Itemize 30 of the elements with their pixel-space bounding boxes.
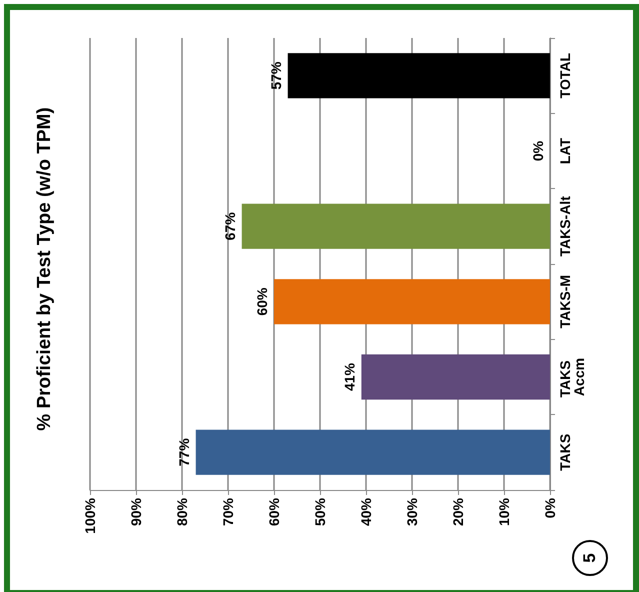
x-tick-label: 50% [312, 497, 328, 526]
x-tick-label: 40% [358, 497, 374, 526]
bar [288, 53, 550, 98]
y-tick-label: TAKS Accm [557, 356, 587, 398]
y-tick-label: TAKS-Alt [557, 196, 573, 257]
x-tick-label: 30% [404, 497, 420, 526]
y-tick-label: TAKS [557, 434, 573, 471]
data-label: 77% [176, 438, 192, 466]
x-tick-label: 90% [128, 497, 144, 526]
data-label: 0% [530, 140, 546, 162]
data-label: 41% [341, 362, 358, 392]
data-label: 60% [254, 287, 270, 316]
bar [361, 354, 550, 400]
text: 5 [572, 540, 608, 576]
x-tick-label: 80% [174, 497, 190, 526]
y-tick-label: TAKS-M [557, 274, 573, 328]
x-tick-label: 10% [496, 497, 512, 526]
bar [242, 204, 550, 249]
y-tick-label: LAT [557, 137, 573, 164]
x-tick-label: 20% [450, 497, 466, 526]
bar [274, 279, 550, 324]
x-tick-label: 100% [82, 497, 98, 534]
x-tick-label: 70% [220, 497, 236, 526]
x-tick-label: 60% [266, 497, 282, 526]
text: % Proficient by Test Type (w/o TPM) [34, 106, 56, 433]
data-label: 67% [222, 212, 238, 240]
y-tick-label: TOTAL [557, 52, 573, 98]
x-tick-label: 0% [542, 497, 558, 518]
bar [196, 430, 550, 475]
data-label: 57% [268, 61, 284, 90]
